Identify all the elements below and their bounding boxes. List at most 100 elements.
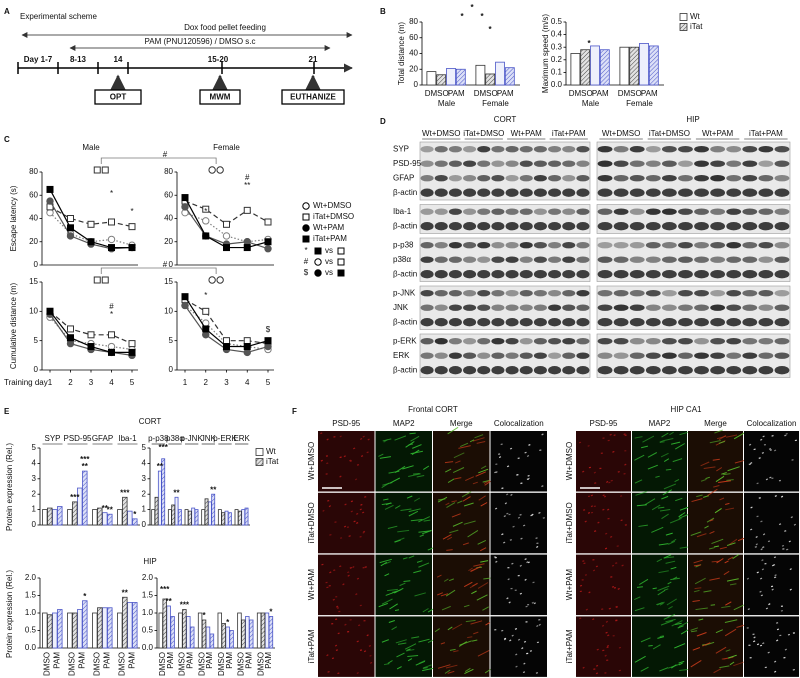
blot-band xyxy=(434,270,448,279)
blot-band xyxy=(710,188,726,197)
micrograph-signal xyxy=(328,505,332,508)
bar xyxy=(162,598,167,649)
marker xyxy=(108,244,115,252)
channel-label: PSD-95 xyxy=(589,419,618,428)
y-axis-label: Maximum speed (m/s) xyxy=(541,14,550,93)
row-label: iTat+PAM xyxy=(307,629,316,663)
treatment-label: PAM xyxy=(78,652,87,669)
marker xyxy=(202,325,210,333)
blot-band xyxy=(645,270,661,279)
bar xyxy=(158,612,163,649)
blot-band xyxy=(519,290,533,297)
blot-band xyxy=(597,304,613,311)
marker xyxy=(337,269,345,277)
x-tick-label: 3 xyxy=(89,378,94,387)
micrograph-signal xyxy=(388,470,400,474)
blot-band xyxy=(448,256,462,263)
micrograph-signal xyxy=(674,643,686,649)
bar xyxy=(264,612,270,649)
bar xyxy=(590,45,600,86)
blot-band xyxy=(463,175,477,182)
bar xyxy=(475,64,486,86)
micrograph-signal xyxy=(440,593,449,597)
blot-band xyxy=(448,160,462,167)
micrograph-signal xyxy=(789,588,792,591)
micrograph-signal xyxy=(501,487,504,490)
treatment-label: DMSO xyxy=(569,89,593,98)
micrograph-signal xyxy=(634,479,643,484)
blot-band xyxy=(477,304,491,311)
y-tick-label: 60 xyxy=(164,190,173,199)
blot-band xyxy=(576,188,590,197)
micrograph-signal xyxy=(527,474,530,477)
blot-band xyxy=(576,304,590,311)
blot-band xyxy=(678,318,693,327)
blot-band xyxy=(661,256,677,263)
micrograph xyxy=(433,554,490,616)
bar xyxy=(648,45,659,86)
blot-band xyxy=(597,175,613,182)
micrograph-signal xyxy=(773,576,777,579)
bar xyxy=(92,612,98,649)
blot-band xyxy=(519,188,533,197)
marker xyxy=(202,205,210,213)
micrograph-signal xyxy=(663,438,674,442)
bar xyxy=(227,512,232,526)
blot-band xyxy=(661,338,677,345)
blot-band xyxy=(613,338,629,345)
blot-band xyxy=(694,222,709,231)
blot-band xyxy=(491,338,505,345)
category-label: Male xyxy=(582,99,600,108)
key-symbol: * xyxy=(304,246,307,255)
treatment-label: PAM (PNU120596) / DMSO s.c xyxy=(145,37,256,46)
marker xyxy=(337,247,345,255)
micrograph-signal xyxy=(780,495,784,498)
micrograph-signal xyxy=(750,506,753,509)
blot-band xyxy=(505,188,519,197)
micrograph-signal xyxy=(440,642,446,645)
micrograph-signal xyxy=(579,617,582,620)
blot-band xyxy=(477,175,491,182)
blot-band xyxy=(597,146,613,153)
blot-band xyxy=(420,160,434,167)
region-title: HIP xyxy=(686,115,699,124)
micrograph-signal xyxy=(362,530,366,533)
micrograph-signal xyxy=(661,432,669,438)
blot-band xyxy=(710,290,726,297)
micrograph-signal xyxy=(356,512,359,515)
micrograph-signal xyxy=(669,431,674,436)
bar xyxy=(122,496,128,526)
micrograph-signal xyxy=(760,438,763,441)
micrograph-signal xyxy=(326,438,329,441)
micrograph-signal xyxy=(750,462,753,465)
test-label: EUTHANIZE xyxy=(290,93,336,102)
micrograph-signal xyxy=(391,626,398,631)
micrograph-signal xyxy=(723,570,730,576)
bar xyxy=(245,616,250,649)
micrograph-signal xyxy=(414,592,426,597)
micrograph-signal xyxy=(693,564,701,567)
micrograph-signal xyxy=(410,435,420,442)
blot-band xyxy=(694,208,709,215)
micrograph-signal xyxy=(718,434,727,441)
blot-band xyxy=(548,222,562,231)
treatment-label: PAM xyxy=(264,652,273,669)
blot-band xyxy=(477,290,491,297)
bar xyxy=(157,470,162,526)
key-label: vs xyxy=(325,257,333,266)
bar xyxy=(167,509,172,526)
micrograph-signal xyxy=(659,602,664,606)
micrograph-signal xyxy=(515,665,518,668)
micrograph-signal xyxy=(392,589,402,593)
row-label: Wt+PAM xyxy=(307,569,316,601)
micrograph-signal xyxy=(592,618,595,621)
legend-label: Wt+DMSO xyxy=(313,201,351,210)
y-tick-label: 0.0 xyxy=(551,80,563,89)
micrograph-signal xyxy=(501,533,504,536)
blot-band xyxy=(758,256,774,263)
micrograph-signal xyxy=(483,577,492,580)
blot-band xyxy=(726,188,742,197)
micrograph-signal xyxy=(503,541,506,544)
micrograph xyxy=(318,554,375,616)
